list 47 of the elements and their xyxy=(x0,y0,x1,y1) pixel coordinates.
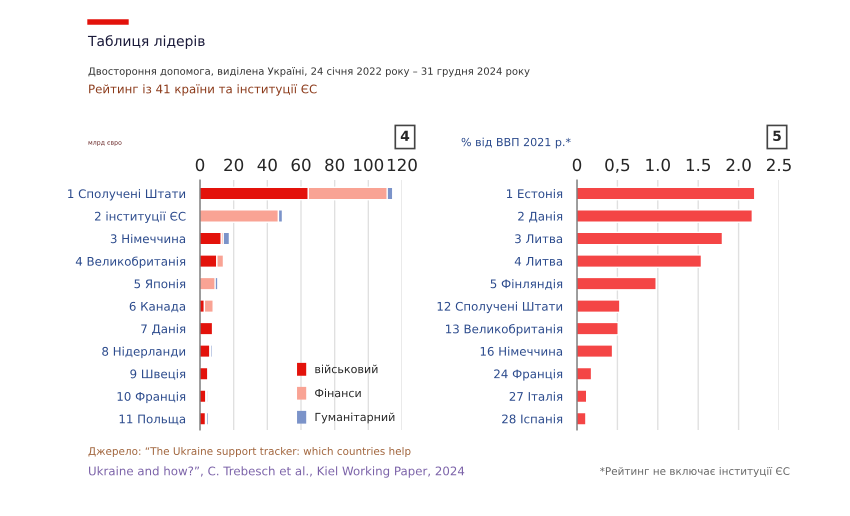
text: 4 xyxy=(400,130,410,141)
y-tick-label: 1 Естонія xyxy=(506,189,562,198)
x-tick-label: 1.0 xyxy=(646,158,670,172)
x-tick-label: 80 xyxy=(325,158,344,172)
y-tick-label: 3 Німеччина xyxy=(110,234,186,244)
y-tick-label: 11 Польща xyxy=(120,414,186,425)
y-tick-label: 28 Іспанія xyxy=(502,414,562,424)
y-tick-label: 8 Нідерланди xyxy=(102,346,186,358)
y-tick-label: 5 Фінляндія xyxy=(490,279,562,290)
y-tick-label: 3 Литва xyxy=(515,234,562,244)
y-tick-label: 4 Великобританія xyxy=(76,256,186,268)
text: 5 xyxy=(773,130,781,142)
y-tick-label: 9 Швеція xyxy=(130,369,186,380)
chart-subtitle: Двостороння допомога, виділена Україні, 24 січня 2022 року – 31 грудня 2024 року xyxy=(88,67,530,77)
x-tick-label: 2.5 xyxy=(766,158,791,172)
x-tick-label: 60 xyxy=(292,158,310,172)
x-tick-label: 0 xyxy=(572,158,582,172)
x-tick-label: 100 xyxy=(354,158,384,172)
y-tick-label: 6 Канада xyxy=(130,302,186,312)
y-tick-label: 13 Великобританія xyxy=(446,324,562,336)
legend-label: військовий xyxy=(315,364,378,374)
x-tick-label: 2.0 xyxy=(726,158,751,172)
y-tick-label: 2 Данія xyxy=(518,212,562,222)
legend-label: Фінанси xyxy=(315,388,361,398)
y-tick-label: 10 Франція xyxy=(118,392,186,404)
legend-label: Гуманітарний xyxy=(315,412,394,424)
y-tick-label: 12 Сполучені Штати xyxy=(438,302,562,314)
x-tick-label: 0 xyxy=(196,158,204,172)
x-tick-label: 0,5 xyxy=(605,158,630,173)
text: Джерело: “The Ukraine support tracker: which countries help xyxy=(88,446,411,458)
y-tick-label: 27 Італія xyxy=(510,392,562,401)
x-tick-label: 1.5 xyxy=(686,158,710,172)
x-axis-title: % від ВВП 2021 р.* xyxy=(462,138,571,148)
chart-title: Таблиця лідерів xyxy=(88,35,205,49)
x-tick-label: 120 xyxy=(388,158,417,172)
y-tick-label: 24 Франція xyxy=(494,369,562,381)
y-tick-label: 4 Литва xyxy=(514,256,562,266)
y-tick-label: 16 Німеччина xyxy=(480,346,562,356)
y-tick-label: 1 Сполучені Штати xyxy=(68,189,186,200)
y-tick-label: 2 інституції ЄС xyxy=(94,212,186,223)
x-tick-label: 40 xyxy=(258,158,277,172)
y-tick-label: 5 Японія xyxy=(134,279,186,288)
y-tick-label: 7 Данія xyxy=(141,324,186,335)
text: Рейтинг із 41 країни та інституції ЄС xyxy=(89,84,317,96)
text: Ukraine and how?”, C. Trebesch et al., Kiel Working Paper, 2024 xyxy=(89,466,464,478)
text: *Рейтинг не включає інституції ЄС xyxy=(600,466,790,478)
x-tick-label: 20 xyxy=(224,158,244,172)
